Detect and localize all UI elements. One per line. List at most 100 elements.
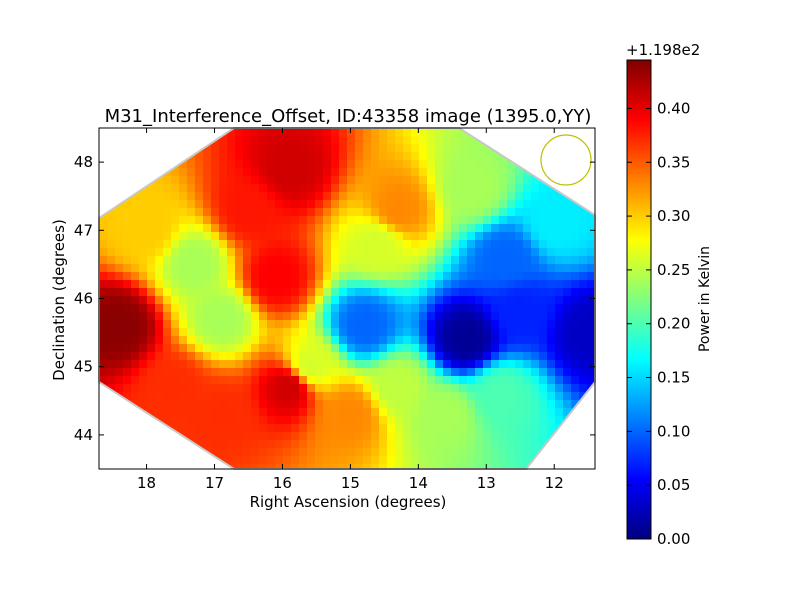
heatmap-cell [435,464,444,469]
heatmap-cell [395,384,404,393]
heatmap-cell [515,248,524,257]
heatmap-cell [443,312,452,321]
heatmap-cell [427,224,436,233]
heatmap-cell [419,144,428,153]
heatmap-cell [467,272,476,281]
heatmap-cell [171,416,180,425]
heatmap-cell [507,392,516,401]
heatmap-cell [131,208,140,217]
heatmap-cell [99,400,108,409]
heatmap-cell [483,280,492,289]
heatmap-cell [115,384,124,393]
heatmap-cell [563,344,572,353]
heatmap-cell [115,192,124,201]
heatmap-cell [547,224,556,233]
heatmap-cell [235,376,244,385]
heatmap-cell [219,320,228,329]
heatmap-cell [251,224,260,233]
heatmap-cell [267,312,276,321]
heatmap-cell [275,144,284,153]
heatmap-cell [219,272,228,281]
heatmap-cell [435,408,444,417]
heatmap-cell [363,176,372,185]
heatmap-cell [563,272,572,281]
heatmap-cell [443,216,452,225]
heatmap-cell [571,256,580,265]
heatmap-cell [371,144,380,153]
heatmap-cell [403,416,412,425]
heatmap-cell [387,304,396,313]
heatmap-cell [203,376,212,385]
heatmap-cell [539,184,548,193]
heatmap-cell [291,368,300,377]
heatmap-cell [587,256,595,265]
y-tick-label: 47 [74,221,93,239]
heatmap-cell [107,456,116,465]
heatmap-cell [355,152,364,161]
heatmap-cell [443,400,452,409]
heatmap-cell [267,256,276,265]
heatmap-cell [427,328,436,337]
heatmap-cell [235,360,244,369]
heatmap-cell [427,144,436,153]
heatmap-cell [123,200,132,209]
heatmap-cell [187,360,196,369]
heatmap-cell [131,200,140,209]
heatmap-cell [523,312,532,321]
heatmap-cell [371,320,380,329]
heatmap-cell [291,160,300,169]
heatmap-cell [507,296,516,305]
heatmap-cell [299,384,308,393]
heatmap-cell [275,136,284,145]
heatmap-cell [539,256,548,265]
heatmap-cell [323,440,332,449]
heatmap-cell [403,376,412,385]
heatmap-cell [171,176,180,185]
heatmap-cell [275,160,284,169]
heatmap-cell [267,136,276,145]
heatmap-cell [275,272,284,281]
heatmap-cell [459,288,468,297]
heatmap-cell [563,296,572,305]
heatmap-cell [467,152,476,161]
heatmap-cell [347,248,356,257]
heatmap-cell [163,440,172,449]
heatmap-cell [99,152,108,161]
heatmap-cell [387,200,396,209]
heatmap-cell [211,176,220,185]
heatmap-cell [291,344,300,353]
heatmap-cell [323,408,332,417]
heatmap-cell [531,136,540,145]
heatmap-cell [131,392,140,401]
heatmap-cell [331,440,340,449]
heatmap-cell [299,272,308,281]
heatmap-cell [451,392,460,401]
heatmap-cell [523,248,532,257]
heatmap-cell [459,176,468,185]
heatmap-cell [515,168,524,177]
heatmap-cell [99,312,108,321]
heatmap-cell [371,272,380,281]
heatmap-cell [467,392,476,401]
heatmap-cell [491,392,500,401]
heatmap-cell [395,440,404,449]
heatmap-cell [411,440,420,449]
heatmap-cell [211,328,220,337]
heatmap-cell [243,464,252,469]
heatmap-cell [355,168,364,177]
heatmap-cell [523,216,532,225]
heatmap-cell [275,392,284,401]
heatmap-cell [363,416,372,425]
heatmap-cell [419,392,428,401]
heatmap-cell [171,400,180,409]
heatmap-cell [115,400,124,409]
heatmap-cell [507,192,516,201]
heatmap-cell [587,304,595,313]
heatmap-cell [563,320,572,329]
heatmap-cell [443,160,452,169]
heatmap-cell [355,320,364,329]
heatmap-cell [307,192,316,201]
colorbar-offset-text: +1.198e2 [626,41,700,59]
heatmap-cell [355,424,364,433]
heatmap-cell [227,344,236,353]
